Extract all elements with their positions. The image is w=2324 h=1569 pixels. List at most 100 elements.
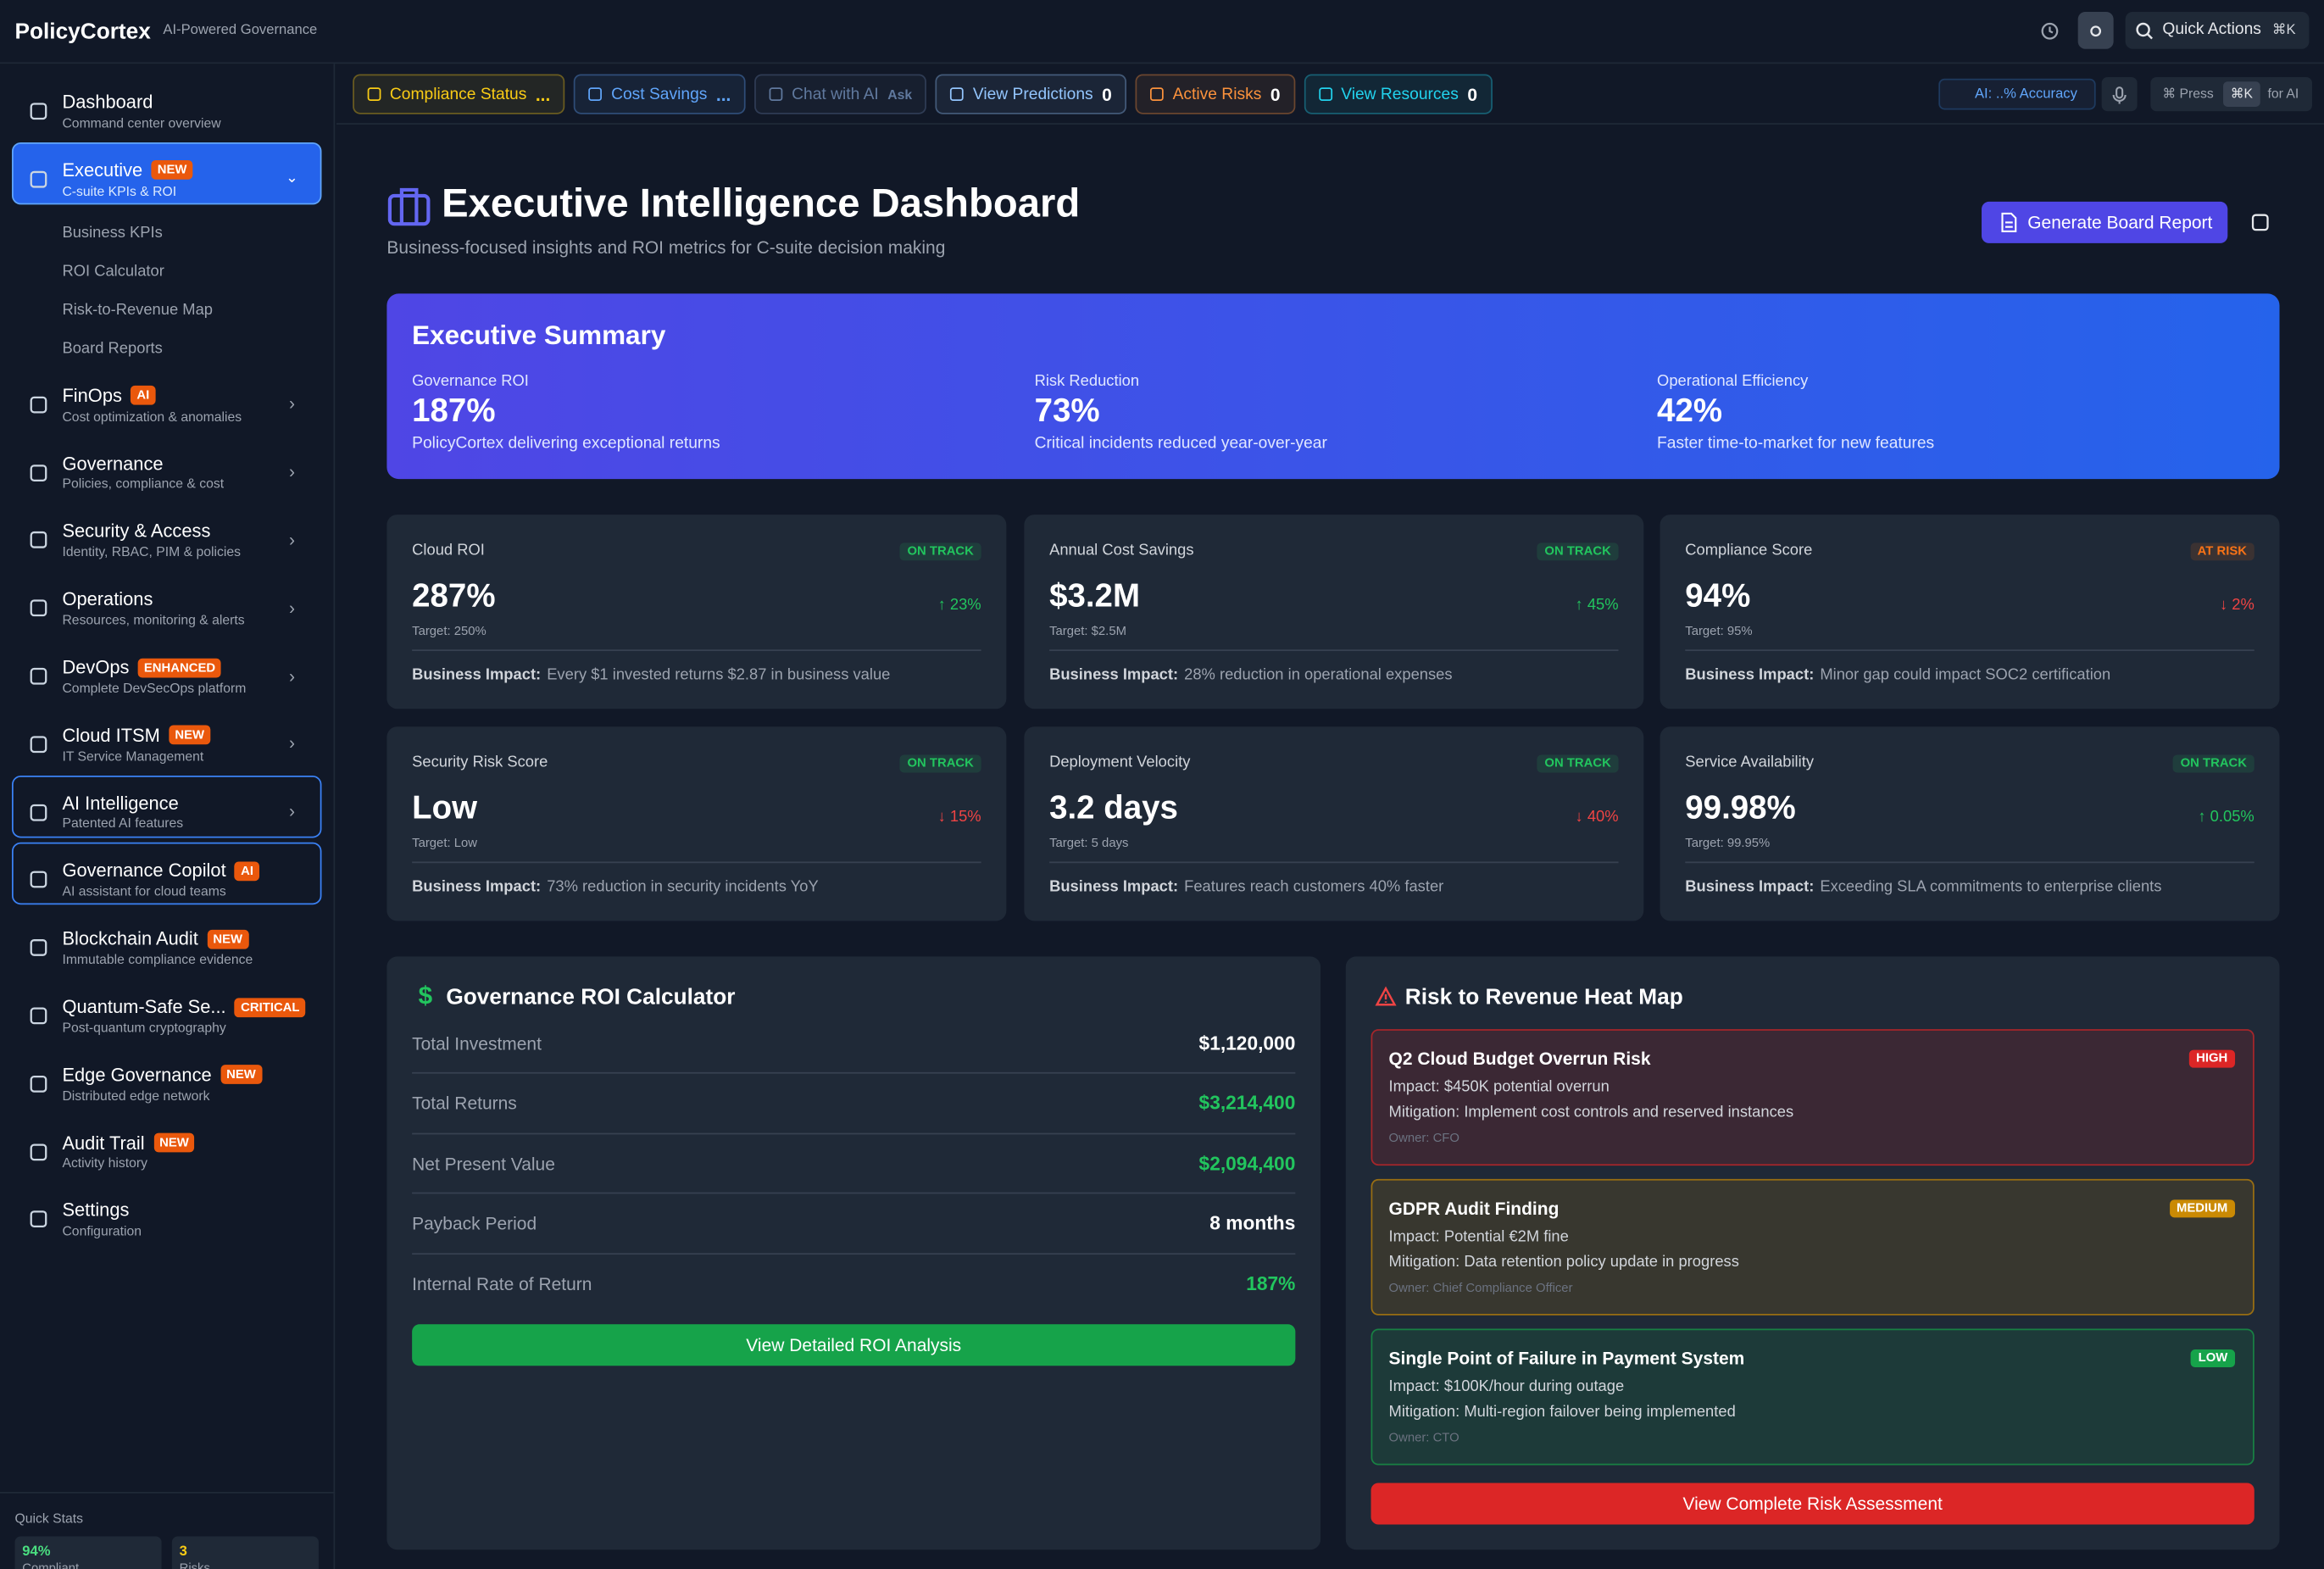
executive-summary [386, 293, 2280, 480]
nav-sub: Post-quantum cryptography [62, 1020, 226, 1035]
mic-button[interactable] [2101, 76, 2138, 112]
chip-icon [1318, 87, 1332, 101]
nav-sub: Distributed edge network [62, 1088, 210, 1103]
nav-badge: NEW [207, 929, 249, 949]
nav-label: Edge Governance [62, 1064, 212, 1086]
title-icon [387, 187, 431, 226]
nav-item[interactable] [11, 775, 322, 837]
kpi-impact: Business Impact: Minor gap could impact S… [1685, 663, 2110, 685]
nav-label-row: Governance Copilot AI [62, 860, 259, 883]
nav-label: Governance Copilot [62, 860, 226, 882]
kpi-divider [1049, 649, 1619, 652]
nav-label-row: Governance [62, 452, 163, 476]
chevron: › [288, 393, 295, 415]
nav-subitem[interactable]: Risk-to-Revenue Map [62, 301, 214, 320]
icon [2136, 22, 2153, 40]
kpi-impact: Business Impact: Exceeding SLA commitment… [1685, 875, 2161, 897]
summary-note: Critical incidents reduced year-over-yea… [1034, 435, 1327, 453]
impact-label: Business Impact: [412, 876, 542, 895]
toolbar [336, 64, 2324, 125]
risk-level: MEDIUM [2169, 1199, 2236, 1218]
chevron: › [288, 461, 295, 482]
risk-level: LOW [2190, 1349, 2236, 1367]
kpi-value: Low [412, 788, 478, 826]
icon [30, 871, 47, 889]
chip-tag: ... [535, 83, 551, 105]
kpi-impact: Business Impact: Features reach customers… [1049, 875, 1443, 897]
summary-value: 73% [1034, 391, 1100, 428]
risk-item[interactable] [1370, 1029, 2255, 1166]
risk-card [1345, 956, 2280, 1550]
report-button[interactable] [1982, 201, 2228, 243]
kpi-target: Target: 250% [412, 622, 486, 638]
kpi-label: Service Availability [1685, 753, 1814, 771]
toolbar-chip[interactable]: Compliance Status... [353, 74, 565, 114]
kpi-card [1024, 515, 1644, 709]
risk-impact: Impact: $450K potential overrun [1388, 1077, 1610, 1096]
nav-subitem[interactable]: Business KPIs [62, 224, 163, 242]
toolbar-chip[interactable]: Cost Savings... [574, 74, 746, 114]
nav-label: Security & Access [62, 520, 211, 542]
kpi-value: $3.2M [1049, 576, 1141, 614]
kpi-target: Target: $2.5M [1049, 622, 1126, 638]
stat-value: 94% [22, 1544, 51, 1561]
chevron: › [288, 597, 295, 619]
theme-toggle[interactable] [2077, 11, 2114, 49]
risk-level: HIGH [2188, 1049, 2236, 1068]
roi-icon: $ [418, 982, 433, 1010]
nav-item[interactable] [11, 843, 322, 905]
nav-badge: ENHANCED [137, 657, 222, 677]
page-title: Executive Intelligence Dashboard [442, 181, 1081, 226]
press-suffix: for AI [2267, 86, 2299, 102]
icon [2001, 212, 2017, 232]
toolbar-chip[interactable]: View Predictions 0 [936, 74, 1127, 114]
nav-sub: Patented AI features [62, 815, 184, 832]
stat-card [14, 1536, 162, 1569]
kpi-label: Annual Cost Savings [1049, 540, 1194, 559]
nav-subitem[interactable]: Board Reports [62, 340, 163, 359]
chevron: › [288, 529, 295, 551]
quick-actions-button[interactable] [2125, 11, 2310, 49]
kpi-status: ON TRACK [1537, 754, 1619, 773]
kpi-impact: Business Impact: Every $1 invested return… [412, 663, 890, 685]
toolbar-chip[interactable]: Chat with AI Ask [754, 74, 927, 114]
report-button-label: Generate Board Report [2027, 211, 2213, 232]
toolbar-chip[interactable]: View Resources 0 [1304, 74, 1493, 114]
roi-divider [412, 1192, 1296, 1194]
nav-sub: Complete DevSecOps platform [62, 680, 247, 695]
kpi-label: Security Risk Score [412, 753, 548, 771]
kpi-status: ON TRACK [2172, 754, 2255, 773]
nav-label-row: Audit Trail NEW [62, 1131, 195, 1154]
risk-button[interactable] [1370, 1483, 2255, 1525]
summary-value: 187% [412, 391, 496, 428]
risk-item[interactable] [1370, 1178, 2255, 1316]
toolbar-chip[interactable]: Active Risks 0 [1135, 74, 1296, 114]
nav-label: Operations [62, 588, 153, 610]
risk-mitigation: Mitigation: Data retention policy update… [1388, 1252, 1739, 1271]
chip-label: View Resources [1341, 85, 1459, 103]
risk-item[interactable] [1370, 1328, 2255, 1466]
risk-owner: Owner: CFO [1388, 1130, 1459, 1145]
nav-label: Settings [62, 1200, 130, 1221]
chip-label: Cost Savings [611, 85, 708, 103]
shortcut: ⌘K [2271, 22, 2296, 40]
chip-tag: 0 [1467, 83, 1478, 105]
roi-row-value: 8 months [1209, 1212, 1296, 1235]
stat-label: Risks [179, 1560, 210, 1569]
chevron: › [288, 665, 295, 687]
chip-label: Chat with AI [792, 85, 879, 103]
header-bar [0, 0, 2324, 64]
roi-button[interactable] [412, 1324, 1296, 1366]
roi-row-value: 187% [1246, 1271, 1296, 1295]
summary-note: PolicyCortex delivering exceptional retu… [412, 435, 720, 453]
roi-row-label: Total Returns [412, 1093, 517, 1115]
impact-label: Business Impact: [1049, 876, 1179, 895]
kpi-divider [1685, 861, 2255, 864]
nav-label-row: Quantum-Safe Se... CRITICAL [62, 995, 306, 1019]
nav-label-row: Dashboard [62, 91, 153, 114]
kpi-label: Deployment Velocity [1049, 753, 1191, 771]
icon [2090, 25, 2102, 37]
nav-subitem[interactable]: ROI Calculator [62, 263, 164, 281]
kpi-card [1660, 515, 2280, 709]
